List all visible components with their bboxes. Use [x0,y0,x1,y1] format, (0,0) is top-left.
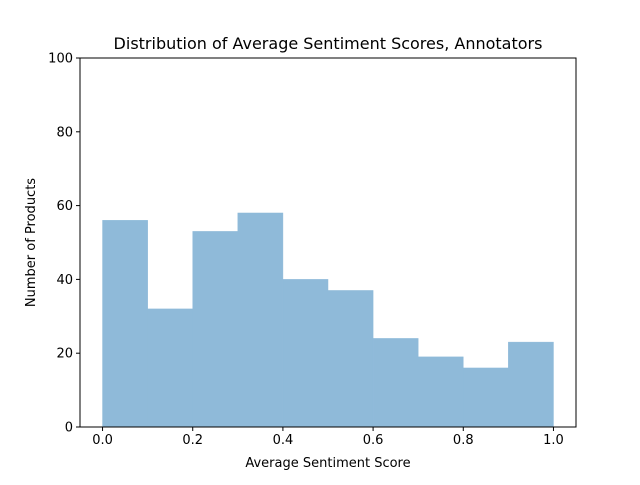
x-tick-label: 0.0 [92,433,113,448]
x-axis-ticks: 0.0 0.2 0.4 0.6 0.8 1.0 [92,427,564,448]
y-tick-label: 80 [56,125,73,140]
histogram-bar [102,220,148,428]
y-tick-label: 0 [65,421,73,436]
chart-title: Distribution of Average Sentiment Scores… [114,34,543,53]
histogram-bar [192,231,239,428]
plot-frame [79,57,577,428]
histogram-bar [463,367,509,428]
x-tick-label: 0.4 [273,433,294,448]
y-tick-label: 40 [56,273,73,288]
y-tick-label: 60 [56,199,73,214]
x-tick-label: 1.0 [543,433,564,448]
x-axis-label: Average Sentiment Score [245,456,410,471]
y-tick-label: 20 [56,347,73,362]
y-axis-label: Number of Products [24,178,39,307]
bars-group [102,212,554,428]
x-tick-label: 0.2 [182,433,203,448]
x-tick-label: 0.6 [363,433,384,448]
histogram-bar [327,290,374,428]
histogram-bar [417,356,464,428]
histogram-bar [147,308,193,428]
y-tick-label: 100 [48,52,73,67]
histogram-bar [372,338,419,428]
y-axis-ticks: 0 20 40 60 80 100 [48,52,80,436]
histogram-bar [237,212,284,428]
histogram-bar [508,341,554,428]
x-tick-label: 0.8 [453,433,474,448]
histogram-bar [282,279,329,428]
